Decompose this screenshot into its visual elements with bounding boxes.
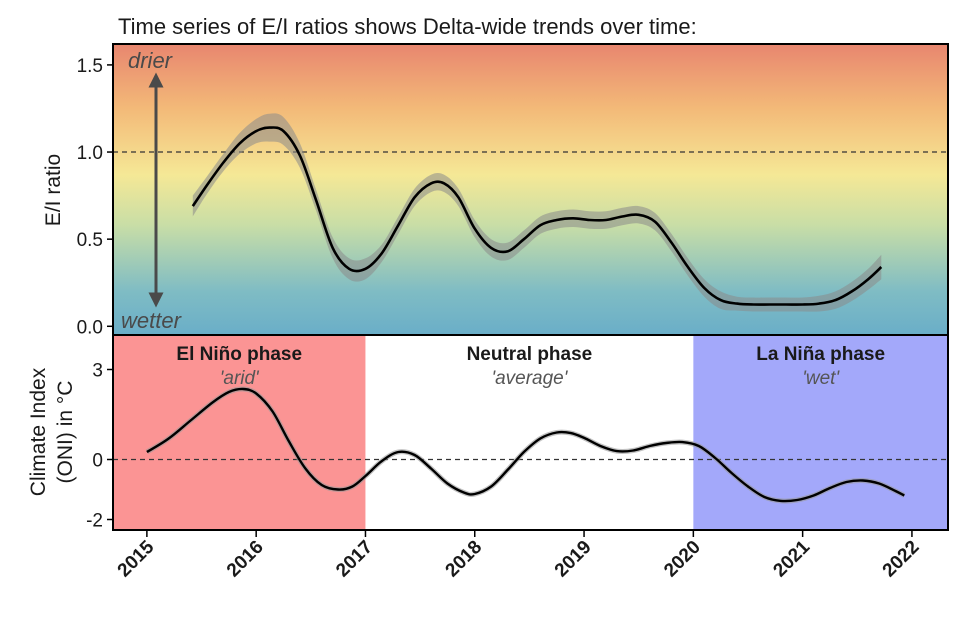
oni-panel: El Niño phase 'arid' Neutral phase 'average…	[27, 334, 949, 582]
x-tick-label: 2020	[660, 537, 705, 582]
top-y-tick-label: 1.5	[77, 56, 103, 77]
top-y-tick-label: 0.5	[77, 230, 103, 251]
ei-ratio-confidence-band	[192, 113, 882, 312]
phase-band-1	[365, 335, 694, 530]
x-tick-label: 2016	[223, 537, 268, 582]
bottom-y-axis-label-line-2: (ONI) in °C	[54, 381, 77, 484]
phase-band-0	[113, 335, 366, 530]
x-tick-label: 2017	[332, 537, 377, 582]
top-y-axis: 0.0 0.5 1.0 1.5	[77, 56, 113, 338]
chart-title: Time series of E/I ratios shows Delta-wi…	[118, 14, 697, 39]
bottom-y-tick-label: 0	[92, 451, 103, 472]
bottom-panel-border	[112, 334, 949, 531]
phase-note-0: 'arid'	[220, 368, 260, 389]
phase-name-0: El Niño phase	[176, 344, 302, 365]
ei-ratio-series	[191, 126, 883, 306]
x-tick-label: 2019	[551, 537, 596, 582]
phase-backgrounds	[113, 335, 948, 530]
phase-band-2	[693, 335, 948, 530]
phase-note-2: 'wet'	[802, 368, 840, 389]
top-panel-background	[113, 44, 948, 335]
phase-labels: El Niño phase 'arid' Neutral phase 'average…	[176, 344, 885, 389]
top-y-tick-label: 0.0	[77, 317, 103, 338]
bottom-y-tick-label: 3	[92, 361, 103, 382]
x-tick-label: 2022	[879, 537, 924, 582]
x-axis: 2015 2016 2017 2018 2019 2020 2021 2022	[114, 530, 924, 582]
oni-line	[146, 387, 905, 503]
top-y-tick-label: 1.0	[77, 143, 103, 164]
drier-annotation: drier	[128, 48, 174, 73]
x-tick-label: 2015	[114, 536, 159, 581]
phase-note-1: 'average'	[491, 368, 568, 389]
bottom-y-axis: -2 0 3	[86, 361, 113, 532]
ei-ratio-panel: drier wetter 0.0 0.5 1.0 1.5 E/I ratio	[42, 43, 949, 338]
bottom-y-tick-label: -2	[86, 511, 103, 532]
phase-name-2: La Niña phase	[756, 344, 885, 365]
x-tick-label: 2021	[769, 536, 814, 581]
wetter-annotation: wetter	[121, 308, 183, 333]
x-tick-label: 2018	[442, 537, 487, 582]
phase-name-1: Neutral phase	[467, 344, 593, 365]
ei-ratio-line	[191, 126, 883, 306]
top-y-axis-label: E/I ratio	[42, 154, 65, 226]
bottom-y-axis-label-line-1: Climate Index	[27, 367, 50, 496]
ei-ratio-band	[192, 113, 882, 312]
oni-series	[145, 386, 906, 504]
